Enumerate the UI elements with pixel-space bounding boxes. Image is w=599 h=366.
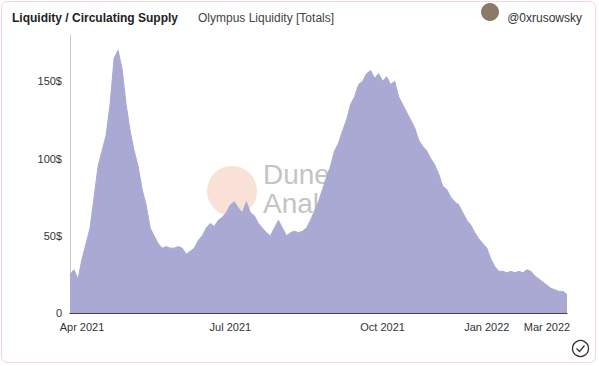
svg-text:0: 0 (56, 307, 62, 319)
svg-text:Jan 2022: Jan 2022 (464, 321, 509, 333)
svg-text:100$: 100$ (38, 153, 62, 165)
svg-text:@0xrusowsky: @0xrusowsky (507, 11, 582, 25)
svg-text:Dune: Dune (263, 159, 330, 190)
svg-text:Olympus Liquidity [Totals]: Olympus Liquidity [Totals] (198, 11, 334, 25)
svg-text:50$: 50$ (44, 230, 62, 242)
svg-text:Mar 2022: Mar 2022 (524, 321, 570, 333)
svg-text:Liquidity / Circulating Supply: Liquidity / Circulating Supply (12, 11, 178, 25)
svg-text:Apr 2021: Apr 2021 (60, 321, 105, 333)
svg-text:Oct 2021: Oct 2021 (360, 321, 405, 333)
svg-text:150$: 150$ (38, 75, 62, 87)
svg-text:Jul 2021: Jul 2021 (210, 321, 252, 333)
